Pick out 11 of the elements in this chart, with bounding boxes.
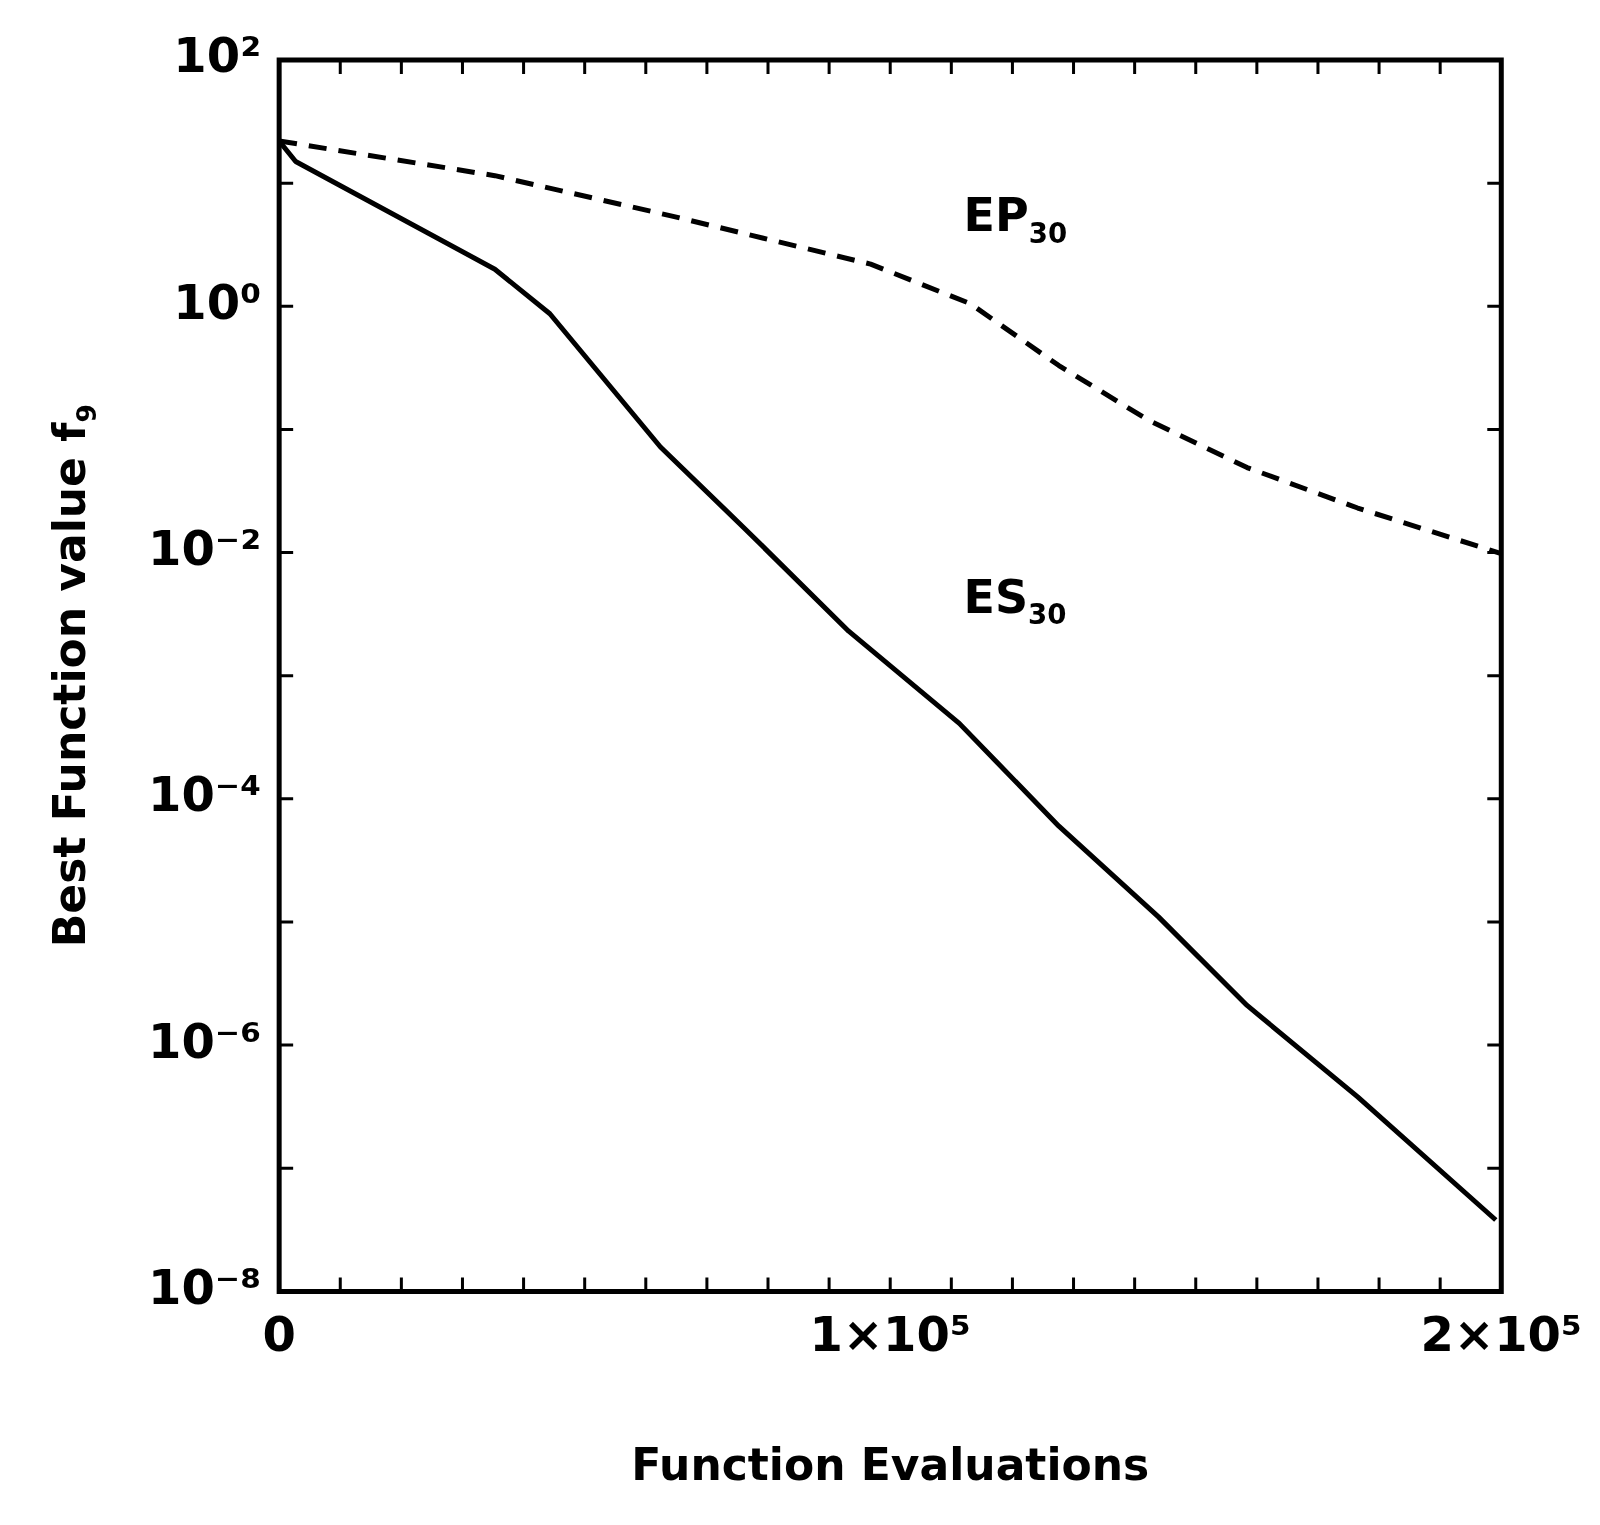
y-axis-title: Best Function value f9 <box>44 404 102 948</box>
y-tick-label: 10⁻² <box>148 520 262 577</box>
y-tick-label: 10⁻⁴ <box>148 766 262 823</box>
y-tick-label: 10⁻⁶ <box>148 1012 262 1069</box>
y-tick-label: 10² <box>173 27 262 84</box>
y-tick-label: 10⁻⁸ <box>148 1258 262 1315</box>
x-tick-label: 0 <box>262 1305 296 1362</box>
x-axis-title: Function Evaluations <box>631 1439 1150 1490</box>
x-tick-label: 1×10⁵ <box>809 1305 971 1362</box>
x-tick-label: 2×10⁵ <box>1420 1305 1582 1362</box>
y-tick-label: 10⁰ <box>173 273 262 330</box>
